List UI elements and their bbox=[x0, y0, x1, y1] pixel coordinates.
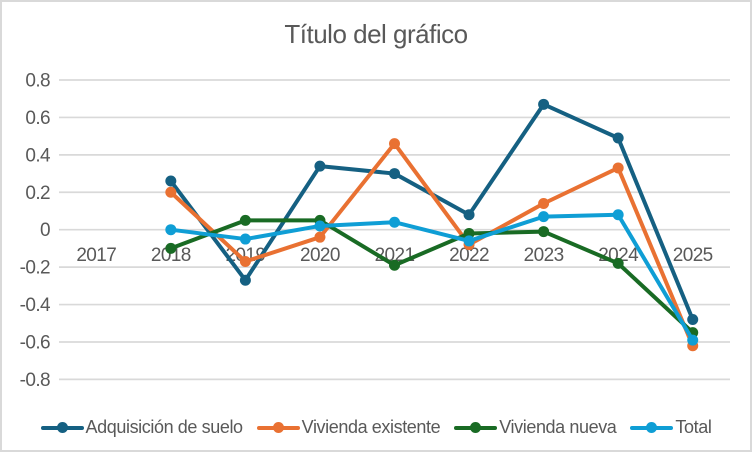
data-point-marker bbox=[314, 231, 326, 243]
legend: Adquisición de suelo Vivienda existente Vi… bbox=[2, 417, 750, 438]
legend-label: Adquisición de suelo bbox=[85, 417, 244, 437]
data-point-marker bbox=[239, 256, 251, 268]
data-point-marker bbox=[165, 224, 177, 236]
series-line-vivienda-nueva bbox=[168, 218, 695, 335]
x-axis-tick-label: 2023 bbox=[524, 245, 564, 266]
x-axis-tick-label: 2018 bbox=[151, 245, 191, 266]
data-point-marker bbox=[239, 274, 251, 286]
data-point-marker bbox=[687, 334, 699, 346]
data-point-marker bbox=[314, 220, 326, 232]
x-axis-tick-label: 2025 bbox=[673, 245, 713, 266]
series-line-vivienda-existente bbox=[168, 141, 695, 348]
x-axis-tick-label: 2017 bbox=[76, 245, 116, 266]
legend-marker-icon bbox=[630, 422, 674, 434]
legend-marker-icon bbox=[256, 422, 300, 434]
data-point-marker bbox=[538, 98, 550, 110]
x-axis-tick-label: 2020 bbox=[300, 245, 340, 266]
y-axis-tick-label: 0 bbox=[40, 220, 50, 241]
data-point-marker bbox=[389, 259, 400, 271]
data-point-marker bbox=[612, 209, 624, 221]
y-axis-tick-label: -0.6 bbox=[20, 332, 50, 353]
y-axis-tick-label: -0.4 bbox=[20, 295, 51, 316]
y-axis-tick-label: 0.8 bbox=[25, 71, 50, 92]
data-point-marker bbox=[389, 138, 400, 150]
y-axis-tick-label: -0.8 bbox=[20, 370, 50, 391]
data-point-marker bbox=[612, 132, 624, 144]
data-point-marker bbox=[389, 168, 400, 180]
data-point-marker bbox=[165, 186, 177, 198]
data-point-marker bbox=[612, 257, 624, 269]
legend-item-vivienda-nueva: Vivienda nueva bbox=[454, 417, 617, 438]
data-point-marker bbox=[389, 216, 400, 228]
data-point-marker bbox=[538, 211, 550, 223]
data-point-marker bbox=[165, 175, 177, 187]
y-axis-tick-label: 0.4 bbox=[25, 145, 51, 166]
legend-label: Vivienda nueva bbox=[499, 417, 617, 437]
data-point-marker bbox=[687, 314, 699, 326]
y-axis-tick-label: -0.2 bbox=[20, 258, 50, 279]
y-axis-tick-label: 0.6 bbox=[25, 108, 50, 129]
data-point-marker bbox=[463, 235, 475, 247]
data-point-marker bbox=[314, 160, 326, 172]
legend-item-vivienda-existente: Vivienda existente bbox=[256, 417, 441, 438]
data-point-marker bbox=[463, 209, 475, 221]
x-axis-tick-label: 2022 bbox=[449, 245, 489, 266]
legend-marker-icon bbox=[40, 422, 84, 434]
legend-label: Vivienda existente bbox=[301, 417, 441, 437]
chart-title: Título del gráfico bbox=[284, 19, 468, 49]
data-point-marker bbox=[239, 214, 251, 226]
data-point-marker bbox=[239, 233, 251, 245]
data-point-marker bbox=[538, 198, 550, 210]
series-line-total bbox=[168, 212, 695, 343]
data-point-marker bbox=[612, 162, 624, 174]
legend-item-adquisici-n-de-suelo: Adquisición de suelo bbox=[40, 417, 244, 438]
data-point-marker bbox=[538, 226, 550, 238]
legend-item-total: Total bbox=[630, 417, 712, 438]
legend-marker-icon bbox=[454, 422, 498, 434]
legend-label: Total bbox=[675, 417, 712, 437]
data-point-marker bbox=[165, 242, 177, 254]
y-axis-tick-label: 0.2 bbox=[25, 183, 50, 204]
